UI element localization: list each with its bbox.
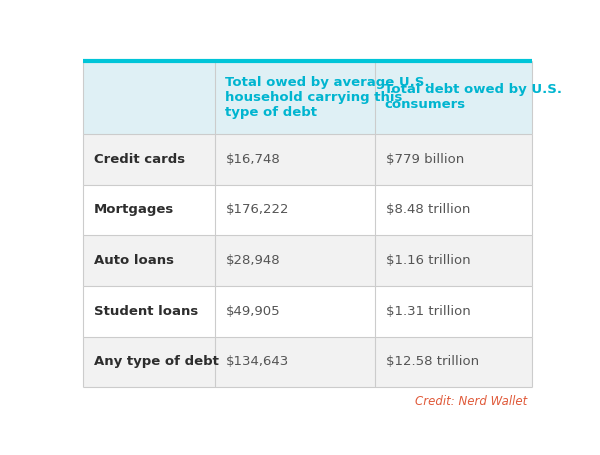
Text: Total debt owed by U.S.
consumers: Total debt owed by U.S. consumers xyxy=(384,83,562,111)
Text: $1.16 trillion: $1.16 trillion xyxy=(386,254,470,267)
Bar xyxy=(215,61,375,134)
Text: Student loans: Student loans xyxy=(94,305,198,318)
Bar xyxy=(83,286,215,337)
Text: Total owed by average U.S.
household carrying this
type of debt: Total owed by average U.S. household car… xyxy=(224,76,429,119)
Bar xyxy=(375,134,532,185)
Text: $134,643: $134,643 xyxy=(226,355,289,369)
Bar xyxy=(215,235,375,286)
Bar xyxy=(375,61,532,134)
Bar xyxy=(375,185,532,235)
Bar xyxy=(83,337,215,387)
Text: $1.31 trillion: $1.31 trillion xyxy=(386,305,470,318)
Bar xyxy=(83,61,215,134)
Bar xyxy=(215,134,375,185)
Text: $8.48 trillion: $8.48 trillion xyxy=(386,203,470,217)
Bar xyxy=(83,235,215,286)
Text: $12.58 trillion: $12.58 trillion xyxy=(386,355,479,369)
Text: Any type of debt: Any type of debt xyxy=(94,355,218,369)
Bar xyxy=(83,134,215,185)
Text: Mortgages: Mortgages xyxy=(94,203,174,217)
Text: Credit: Nerd Wallet: Credit: Nerd Wallet xyxy=(415,394,527,408)
Text: $779 billion: $779 billion xyxy=(386,153,464,166)
Text: $176,222: $176,222 xyxy=(226,203,290,217)
Text: Credit cards: Credit cards xyxy=(94,153,185,166)
Bar xyxy=(83,185,215,235)
Text: $28,948: $28,948 xyxy=(226,254,281,267)
Bar xyxy=(375,337,532,387)
Text: Auto loans: Auto loans xyxy=(94,254,173,267)
Bar xyxy=(215,337,375,387)
Bar xyxy=(215,286,375,337)
Text: $16,748: $16,748 xyxy=(226,153,281,166)
Text: $49,905: $49,905 xyxy=(226,305,281,318)
Bar xyxy=(215,185,375,235)
Bar xyxy=(375,235,532,286)
Bar xyxy=(375,286,532,337)
